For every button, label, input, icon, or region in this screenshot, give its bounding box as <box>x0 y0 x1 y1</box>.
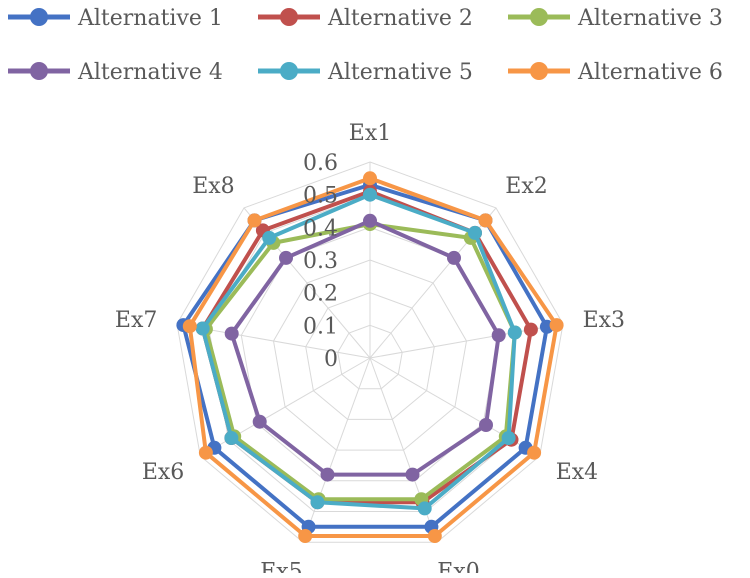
data-point <box>427 529 442 543</box>
legend-item: Alternative 5 <box>258 60 473 85</box>
legend-item: Alternative 4 <box>8 60 223 85</box>
category-label: Ex3 <box>583 308 625 333</box>
data-point <box>447 250 461 265</box>
chart-legend: Alternative 1 Alternative 2 Alternative 3 A… <box>8 6 723 85</box>
series-alternative-6 <box>182 171 564 543</box>
tick-label: 0.3 <box>303 249 338 274</box>
category-label: Ex6 <box>142 460 184 485</box>
legend-label: Alternative 2 <box>327 6 473 31</box>
series-line <box>187 176 559 538</box>
tick-label: 0.6 <box>303 151 338 176</box>
data-point <box>182 319 197 334</box>
data-point <box>224 431 239 445</box>
data-point <box>247 213 262 228</box>
grid-ring <box>176 161 564 543</box>
data-point <box>279 250 293 265</box>
legend-item: Alternative 1 <box>8 6 223 31</box>
legend-item: Alternative 3 <box>508 6 723 31</box>
data-point <box>527 445 542 460</box>
series-line <box>229 218 501 477</box>
series-line <box>181 182 549 529</box>
category-label: Ex0 <box>437 559 479 573</box>
category-label: Ex4 <box>556 460 598 485</box>
data-point <box>224 326 239 341</box>
data-point <box>262 230 277 245</box>
category-label: Ex2 <box>505 174 547 199</box>
data-point <box>478 213 493 228</box>
tick-label: 0.4 <box>303 216 338 241</box>
legend-swatch-marker <box>30 62 48 80</box>
legend-item: Alternative 6 <box>508 60 723 85</box>
legend-swatch-marker <box>30 8 48 26</box>
series-line <box>203 222 517 502</box>
category-label: Ex7 <box>115 308 157 333</box>
category-label: Ex8 <box>192 174 234 199</box>
data-point <box>363 187 377 202</box>
grid-ring <box>272 259 468 451</box>
category-label: Ex5 <box>260 559 302 573</box>
radial-tick-labels: 0 0.1 0.2 0.3 0.4 0.5 0.6 <box>303 151 338 372</box>
data-point <box>363 171 377 186</box>
series-alternative-4 <box>224 213 506 482</box>
data-point <box>252 414 267 429</box>
tick-label: 0.5 <box>303 184 338 209</box>
legend-label: Alternative 5 <box>327 60 473 85</box>
legend-label: Alternative 6 <box>577 60 723 85</box>
data-point <box>491 328 506 343</box>
legend-swatch-marker <box>280 62 298 80</box>
tick-label: 0.2 <box>303 282 338 307</box>
radar-series <box>176 171 564 543</box>
data-point <box>198 445 213 460</box>
data-point <box>405 467 420 482</box>
data-point <box>298 529 313 543</box>
data-point <box>507 325 522 340</box>
legend-item: Alternative 2 <box>258 6 473 31</box>
grid-ring <box>305 292 435 420</box>
data-point <box>468 225 482 240</box>
legend-swatch-marker <box>530 62 548 80</box>
series-line <box>200 189 533 505</box>
legend-label: Alternative 4 <box>77 60 223 85</box>
data-point <box>549 318 564 333</box>
category-label: Ex1 <box>349 121 391 146</box>
data-point <box>310 495 325 510</box>
series-alternative-3 <box>198 217 522 507</box>
data-point <box>417 501 432 516</box>
tick-label: 0 <box>324 347 338 372</box>
data-point <box>479 418 493 432</box>
series-alternative-5 <box>195 187 522 516</box>
data-point <box>195 321 210 336</box>
data-point <box>523 322 538 337</box>
data-point <box>363 213 377 228</box>
legend-swatch-marker <box>280 8 298 26</box>
data-point <box>501 431 516 445</box>
grid-ring <box>337 324 403 390</box>
data-point <box>320 467 335 482</box>
tick-label: 0.1 <box>303 314 338 339</box>
legend-swatch-marker <box>530 8 548 26</box>
legend-label: Alternative 1 <box>77 6 223 31</box>
category-labels: Ex1 Ex2 Ex3 Ex4 Ex0 Ex5 Ex6 Ex7 Ex8 <box>115 121 625 578</box>
legend-label: Alternative 3 <box>577 6 723 31</box>
series-line <box>200 192 517 511</box>
grid-spoke <box>302 357 371 543</box>
